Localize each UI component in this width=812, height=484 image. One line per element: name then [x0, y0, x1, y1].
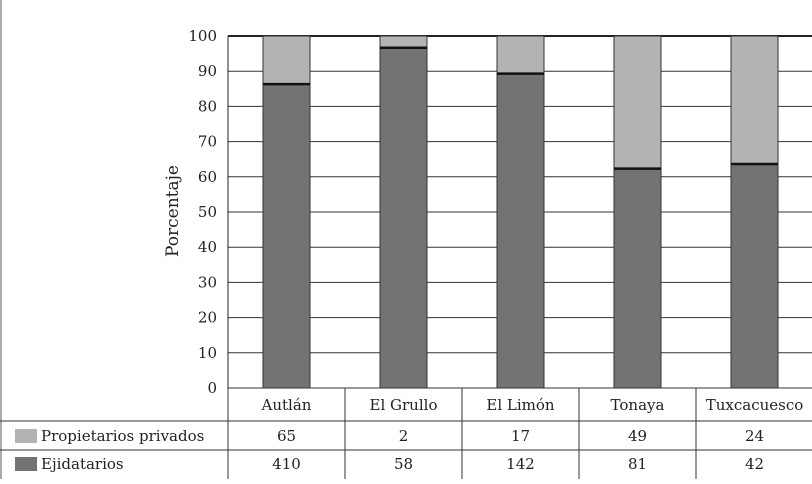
bar-ejidatarios [613, 168, 662, 389]
bar-propietarios-privados [496, 35, 545, 75]
category-label: Tonaya [611, 396, 665, 414]
category-label: El Grullo [370, 396, 438, 414]
table-cell-value: 142 [506, 455, 535, 473]
bar-propietarios-privados [379, 35, 428, 49]
bars-layer [262, 35, 779, 389]
category-label: Autlán [261, 396, 312, 414]
y-tick-label: 10 [198, 344, 217, 362]
bar-propietarios-privados [613, 35, 662, 170]
bar-ejidatarios [262, 83, 311, 389]
bar-propietarios-privados [730, 35, 779, 165]
y-axis-label: Porcentaje [163, 165, 183, 257]
table-cell-value: 42 [745, 455, 764, 473]
y-tick-label: 50 [198, 203, 217, 221]
y-tick-label: 40 [198, 238, 217, 256]
y-tick-label: 70 [198, 133, 217, 151]
y-tick-label: 20 [198, 309, 217, 327]
table-cell-value: 24 [745, 427, 764, 445]
axis-layer: 0 10 20 30 40 50 60 70 80 90 100 [0, 0, 229, 479]
bar-ejidatarios [379, 47, 428, 389]
category-label: Tuxcacuesco [706, 396, 804, 414]
data-table: Autlán El Grullo El Limón Tonaya Tuxcacuesco… [0, 387, 812, 479]
category-label: El Limón [486, 396, 555, 414]
y-tick-label: 0 [207, 379, 217, 397]
table-cell-value: 49 [628, 427, 647, 445]
legend-label: Propietarios privados [41, 427, 204, 445]
legend-swatch [15, 457, 37, 471]
table-cell-value: 410 [272, 455, 301, 473]
y-tick-label: 30 [198, 273, 217, 291]
table-cell-value: 65 [277, 427, 296, 445]
bar-ejidatarios [730, 163, 779, 389]
y-tick-label: 100 [188, 27, 217, 45]
legend-label: Ejidatarios [41, 455, 124, 473]
bar-propietarios-privados [262, 35, 311, 85]
y-tick-label: 80 [198, 97, 217, 115]
table-cell-value: 58 [394, 455, 413, 473]
table-cell-value: 17 [511, 427, 530, 445]
y-tick-label: 60 [198, 168, 217, 186]
y-tick-label: 90 [198, 62, 217, 80]
legend-swatch [15, 429, 37, 443]
bar-ejidatarios [496, 73, 545, 389]
table-cell-value: 81 [628, 455, 647, 473]
table-cell-value: 2 [399, 427, 409, 445]
